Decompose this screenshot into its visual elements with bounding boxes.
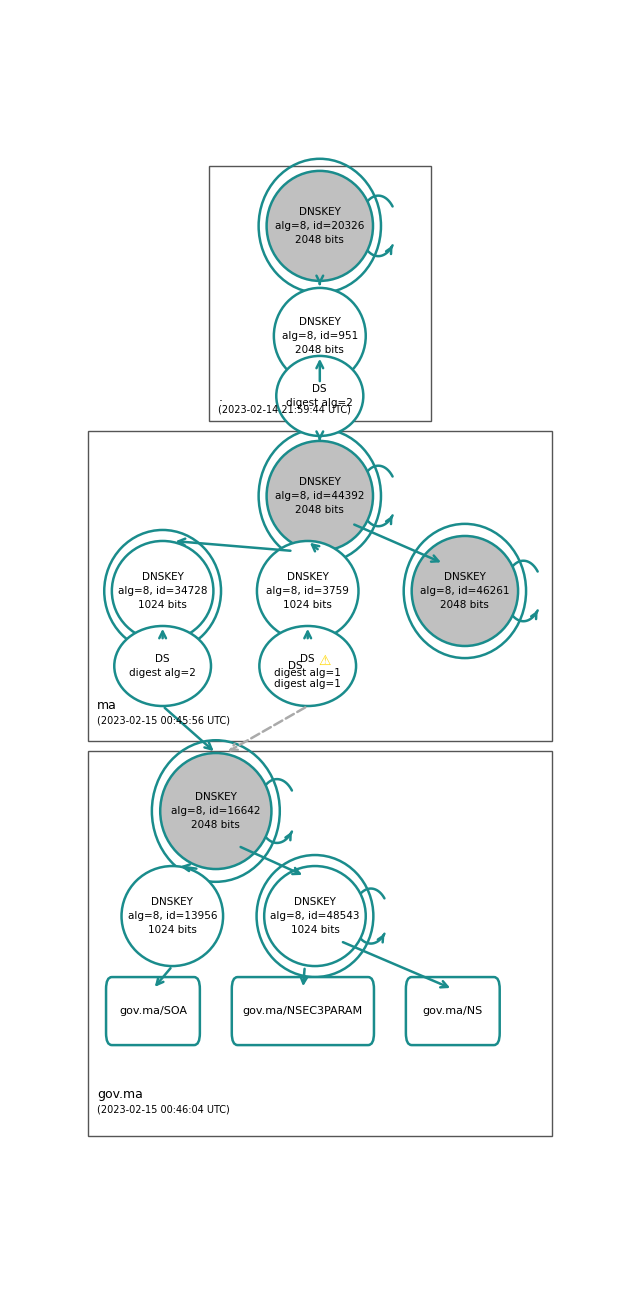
- Bar: [87, 431, 552, 740]
- Text: DNSKEY
alg=8, id=3759
1024 bits: DNSKEY alg=8, id=3759 1024 bits: [266, 572, 349, 611]
- Text: ma: ma: [97, 699, 117, 712]
- Text: DS
digest alg=2: DS digest alg=2: [286, 385, 353, 408]
- Text: gov.ma: gov.ma: [97, 1089, 144, 1102]
- Bar: [87, 751, 552, 1137]
- Text: DS
digest alg=1: DS digest alg=1: [275, 653, 341, 678]
- Ellipse shape: [266, 440, 373, 551]
- Ellipse shape: [260, 626, 356, 707]
- Text: .: .: [218, 391, 222, 404]
- Text: DNSKEY
alg=8, id=44392
2048 bits: DNSKEY alg=8, id=44392 2048 bits: [275, 477, 364, 514]
- Ellipse shape: [412, 536, 518, 646]
- FancyBboxPatch shape: [106, 977, 200, 1046]
- Text: DS
digest alg=2: DS digest alg=2: [129, 653, 196, 678]
- Ellipse shape: [114, 626, 211, 707]
- Text: gov.ma/NSEC3PARAM: gov.ma/NSEC3PARAM: [243, 1007, 363, 1016]
- Ellipse shape: [266, 171, 373, 281]
- Text: (2023-02-15 00:45:56 UTC): (2023-02-15 00:45:56 UTC): [97, 714, 230, 725]
- Bar: [208, 166, 431, 421]
- Text: DNSKEY
alg=8, id=34728
1024 bits: DNSKEY alg=8, id=34728 1024 bits: [118, 572, 207, 611]
- Ellipse shape: [264, 866, 366, 966]
- Text: DS: DS: [288, 661, 303, 672]
- Text: (2023-02-15 00:46:04 UTC): (2023-02-15 00:46:04 UTC): [97, 1104, 230, 1115]
- FancyBboxPatch shape: [406, 977, 500, 1046]
- Ellipse shape: [274, 288, 366, 385]
- Text: digest alg=1: digest alg=1: [275, 679, 341, 688]
- Text: DNSKEY
alg=8, id=48543
1024 bits: DNSKEY alg=8, id=48543 1024 bits: [270, 898, 359, 935]
- Text: DNSKEY
alg=8, id=16642
2048 bits: DNSKEY alg=8, id=16642 2048 bits: [171, 792, 261, 830]
- Text: DNSKEY
alg=8, id=951
2048 bits: DNSKEY alg=8, id=951 2048 bits: [281, 317, 358, 355]
- Text: DNSKEY
alg=8, id=13956
1024 bits: DNSKEY alg=8, id=13956 1024 bits: [127, 898, 217, 935]
- Text: DNSKEY
alg=8, id=46261
2048 bits: DNSKEY alg=8, id=46261 2048 bits: [420, 572, 510, 611]
- Ellipse shape: [257, 540, 359, 640]
- FancyBboxPatch shape: [232, 977, 374, 1046]
- Text: gov.ma/SOA: gov.ma/SOA: [119, 1007, 187, 1016]
- Ellipse shape: [122, 866, 223, 966]
- Ellipse shape: [276, 356, 363, 436]
- Text: gov.ma/NS: gov.ma/NS: [422, 1007, 483, 1016]
- Ellipse shape: [112, 540, 213, 640]
- Ellipse shape: [160, 753, 271, 869]
- Text: (2023-02-14 21:59:44 UTC): (2023-02-14 21:59:44 UTC): [218, 405, 351, 414]
- Text: DNSKEY
alg=8, id=20326
2048 bits: DNSKEY alg=8, id=20326 2048 bits: [275, 207, 364, 246]
- Text: ⚠: ⚠: [318, 653, 331, 668]
